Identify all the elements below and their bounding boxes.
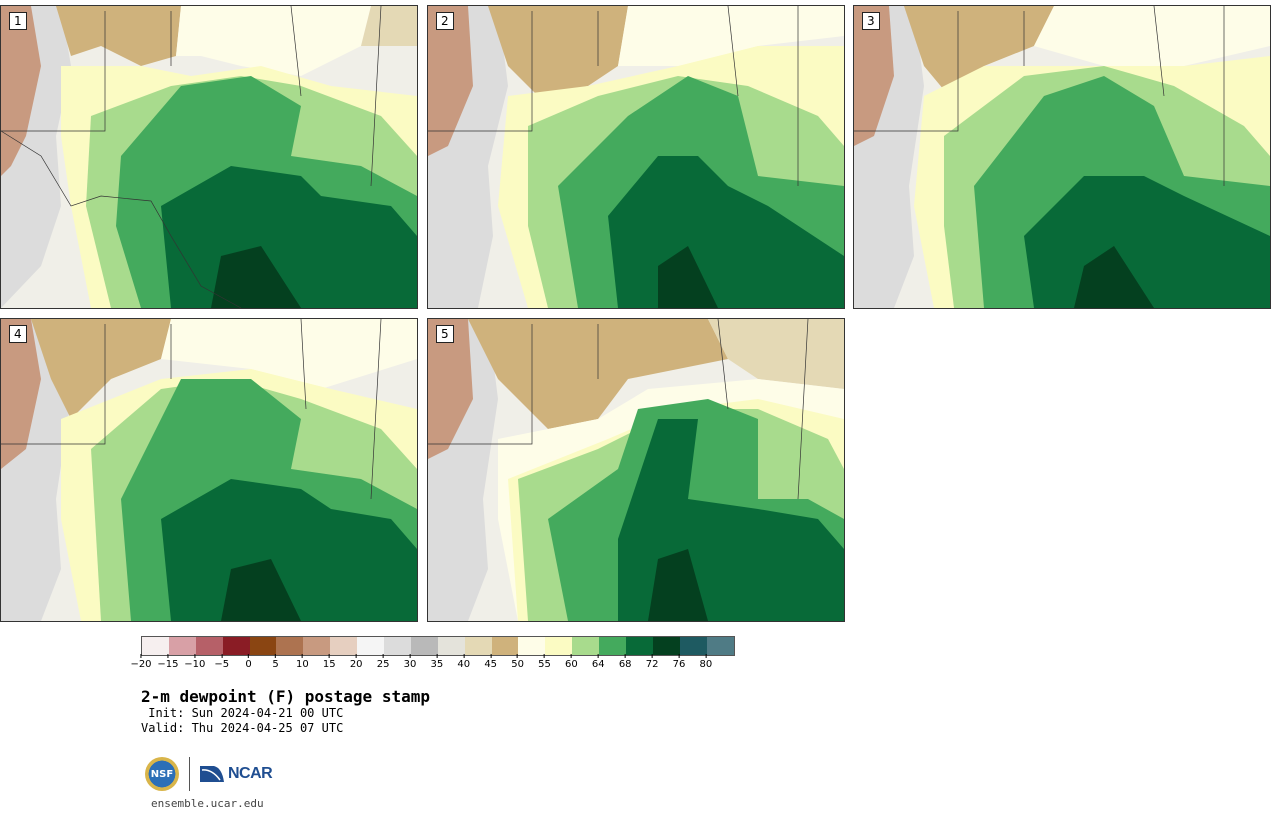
colorbar-tick-label: 80 xyxy=(700,654,713,670)
map-panel-3: 3 xyxy=(853,5,1271,309)
panel-number-label: 3 xyxy=(862,12,880,30)
dewpoint-map-5 xyxy=(428,319,844,621)
colorbar-swatch-20 xyxy=(679,637,707,655)
colorbar-tick-label: 25 xyxy=(377,654,390,670)
valid-time: Valid: Thu 2024-04-25 07 UTC xyxy=(141,721,344,735)
colorbar-swatch-16 xyxy=(572,637,600,655)
colorbar-tick-label: 5 xyxy=(272,654,278,670)
colorbar-swatch-21 xyxy=(706,637,734,655)
panel-number-label: 1 xyxy=(9,12,27,30)
dewpoint-map-3 xyxy=(854,6,1270,308)
colorbar-tick-label: −5 xyxy=(214,654,229,670)
colorbar-swatch-12 xyxy=(464,637,492,655)
panel-number-label: 4 xyxy=(9,325,27,343)
colorbar-tick-label: 40 xyxy=(457,654,470,670)
colorbar-tick-label: 0 xyxy=(245,654,251,670)
colorbar-swatch-19 xyxy=(652,637,680,655)
colorbar-tick-label: 30 xyxy=(404,654,417,670)
logo-divider xyxy=(189,757,190,791)
colorbar-swatch-17 xyxy=(599,637,627,655)
colorbar-swatch-2 xyxy=(195,637,223,655)
colorbar-tick-label: 50 xyxy=(511,654,524,670)
ncar-mark-icon xyxy=(200,766,224,782)
colorbar-swatch-14 xyxy=(518,637,546,655)
colorbar-tick-label: 35 xyxy=(431,654,444,670)
colorbar-tick-label: −15 xyxy=(157,654,178,670)
colorbar-swatch-7 xyxy=(330,637,358,655)
dewpoint-map-4 xyxy=(1,319,417,621)
colorbar-swatch-10 xyxy=(410,637,438,655)
colorbar-swatch-4 xyxy=(249,637,277,655)
colorbar-ticks: −20 −15 −10 −5 0 5 10 15 20 25 30 35 40 45 50 55 60 64 68 7… xyxy=(130,654,756,676)
colorbar-tick-label: 10 xyxy=(296,654,309,670)
colorbar-tick-label: 60 xyxy=(565,654,578,670)
panel-number-label: 5 xyxy=(436,325,454,343)
colorbar-swatch-3 xyxy=(222,637,250,655)
map-panel-1: 1 xyxy=(0,5,418,309)
colorbar-tick-label: 55 xyxy=(538,654,551,670)
panel-number-label: 2 xyxy=(436,12,454,30)
init-time: Init: Sun 2024-04-21 00 UTC xyxy=(141,706,344,720)
colorbar-tick-label: 15 xyxy=(323,654,336,670)
map-panel-5: 5 xyxy=(427,318,845,622)
colorbar-swatch-18 xyxy=(626,637,653,655)
colorbar-tick-label: 45 xyxy=(484,654,497,670)
colorbar-tick-label: −10 xyxy=(184,654,205,670)
figure-title: 2-m dewpoint (F) postage stamp xyxy=(141,687,430,706)
colorbar-swatch-6 xyxy=(303,637,331,655)
ncar-wordmark: NCAR xyxy=(228,765,273,782)
colorbar-tick-label: 20 xyxy=(350,654,363,670)
ncar-logo: NCAR xyxy=(200,764,273,784)
colorbar-swatch-5 xyxy=(276,637,304,655)
colorbar-tick-label: 76 xyxy=(673,654,686,670)
colorbar-swatch-13 xyxy=(491,637,519,655)
dewpoint-map-2 xyxy=(428,6,844,308)
colorbar-tick-label: 64 xyxy=(592,654,605,670)
colorbar-swatch-15 xyxy=(545,637,573,655)
colorbar-swatch-11 xyxy=(437,637,465,655)
map-panel-4: 4 xyxy=(0,318,418,622)
colorbar-swatch-0 xyxy=(142,637,169,655)
colorbar-tick-label: −20 xyxy=(130,654,151,670)
colorbar-swatch-8 xyxy=(357,637,385,655)
colorbar-tick-label: 68 xyxy=(619,654,632,670)
logo-group: NSF NCAR xyxy=(145,757,273,791)
dewpoint-map-1 xyxy=(1,6,417,308)
map-panel-2: 2 xyxy=(427,5,845,309)
footer-url[interactable]: ensemble.ucar.edu xyxy=(151,797,264,810)
colorbar-swatch-9 xyxy=(384,637,411,655)
colorbar-tick-label: 72 xyxy=(646,654,659,670)
nsf-logo: NSF xyxy=(145,757,179,791)
colorbar xyxy=(141,636,735,656)
colorbar-swatch-1 xyxy=(168,637,196,655)
